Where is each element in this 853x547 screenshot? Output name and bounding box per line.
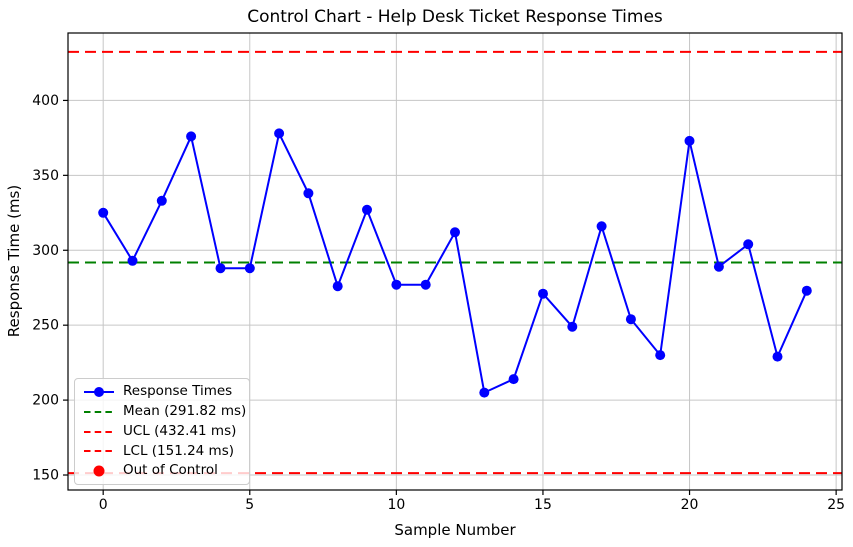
data-point-0 — [98, 207, 109, 218]
chart-title: Control Chart - Help Desk Ticket Respons… — [247, 7, 663, 27]
data-point-15 — [538, 288, 548, 299]
legend-label-out-of-control: Out of Control — [123, 462, 218, 479]
grid-lines — [68, 33, 842, 490]
data-point-23 — [772, 351, 783, 362]
data-point-6 — [274, 128, 285, 139]
data-point-5 — [244, 263, 255, 274]
y-tick-label-350: 350 — [32, 168, 59, 184]
data-point-8 — [332, 281, 343, 292]
y-tick-label-400: 400 — [32, 93, 59, 109]
data-point-18 — [625, 314, 636, 325]
legend-item-ucl: UCL (432.41 ms) — [83, 423, 241, 441]
legend-item-lcl: LCL (151.24 ms) — [83, 442, 241, 460]
data-point-12 — [450, 227, 460, 238]
response-times-legend-line-icon — [84, 387, 114, 397]
data-point-10 — [391, 279, 402, 290]
data-point-1 — [127, 255, 138, 266]
data-point-17 — [596, 221, 607, 232]
response-times-series — [98, 128, 812, 398]
legend-item-response-times: Response Times — [83, 383, 241, 401]
ucl-legend-line-icon — [84, 430, 114, 433]
legend-item-mean: Mean (291.82 ms) — [83, 403, 246, 421]
data-point-2 — [156, 195, 167, 206]
data-point-19 — [655, 350, 666, 361]
y-tick-label-300: 300 — [32, 243, 59, 259]
x-axis-label: Sample Number — [394, 521, 516, 539]
x-tick-label-5: 5 — [245, 497, 254, 513]
legend-label-lcl: LCL (151.24 ms) — [123, 442, 235, 459]
data-point-16 — [567, 321, 578, 332]
legend-label-response-times: Response Times — [123, 383, 233, 400]
x-tick-label-20: 20 — [681, 497, 699, 513]
data-point-21 — [713, 261, 724, 272]
data-point-22 — [743, 239, 754, 250]
data-point-20 — [684, 135, 695, 146]
data-point-11 — [420, 279, 431, 290]
data-point-13 — [479, 387, 490, 398]
out-of-control-legend-marker-icon — [93, 465, 105, 477]
mean-legend-line-icon — [84, 410, 114, 413]
lcl-legend-line-icon — [84, 450, 114, 453]
y-tick-label-200: 200 — [32, 393, 59, 409]
legend-label-mean: Mean (291.82 ms) — [123, 403, 247, 419]
y-axis-label: Response Time (ms) — [5, 184, 23, 338]
data-point-4 — [215, 263, 226, 274]
data-point-9 — [362, 204, 372, 215]
x-tick-label-0: 0 — [99, 497, 108, 513]
x-tick-label-25: 25 — [827, 497, 845, 513]
y-tick-label-250: 250 — [32, 318, 59, 334]
data-point-14 — [508, 374, 519, 385]
data-point-7 — [303, 188, 314, 199]
axes-border — [67, 32, 843, 491]
data-point-24 — [801, 285, 812, 296]
y-tick-label-150: 150 — [32, 468, 59, 484]
y-axis-ticks: 150 200 250 300 350 400 — [32, 93, 68, 484]
data-point-3 — [186, 131, 197, 142]
legend-item-out-of-control: Out of Control — [83, 462, 241, 480]
x-tick-label-15: 15 — [534, 497, 552, 513]
x-axis-ticks: 0 5 10 15 20 25 — [99, 490, 845, 513]
legend: Response Times Mean (291.82 ms) UCL (432.4… — [74, 378, 250, 485]
legend-label-ucl: UCL (432.41 ms) — [123, 422, 237, 439]
x-tick-label-10: 10 — [387, 497, 405, 513]
